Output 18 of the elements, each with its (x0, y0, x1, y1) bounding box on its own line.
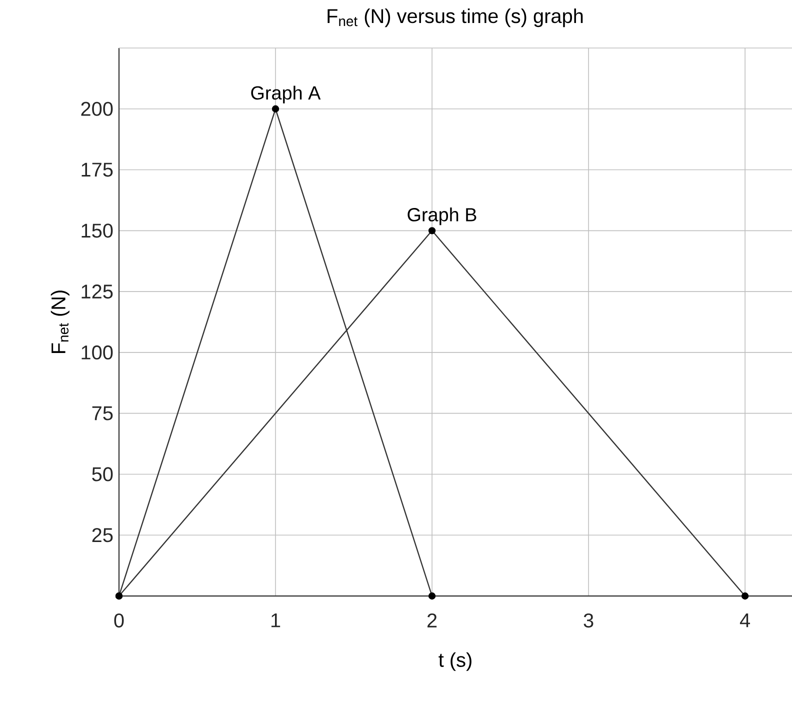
y-axis-title: F$_{net}$ (N) (50, 290, 70, 353)
y-tick-label: 25 (92, 528, 113, 542)
x-tick-label: 4 (740, 613, 750, 628)
x-tick-label: 2 (427, 613, 437, 628)
chart-title: F$_{net}$ (N) versus time (s) graph (328, 8, 583, 28)
y-tick-label: 175 (82, 162, 113, 177)
x-tick-label: 1 (271, 613, 280, 628)
x-axis-title: t (s) (438, 652, 472, 671)
y-tick-label: 125 (82, 284, 113, 299)
y-tick-label: 50 (92, 467, 113, 482)
y-tick-label: 150 (82, 224, 113, 238)
y-tick-label: 100 (82, 345, 113, 360)
series-label: Graph A (251, 86, 321, 104)
y-tick-label: 200 (81, 102, 113, 116)
x-tick-label: 0 (114, 613, 124, 628)
y-tick-label: 75 (92, 406, 113, 420)
x-tick-label: 3 (584, 613, 594, 628)
series-label: Graph B (408, 208, 476, 226)
